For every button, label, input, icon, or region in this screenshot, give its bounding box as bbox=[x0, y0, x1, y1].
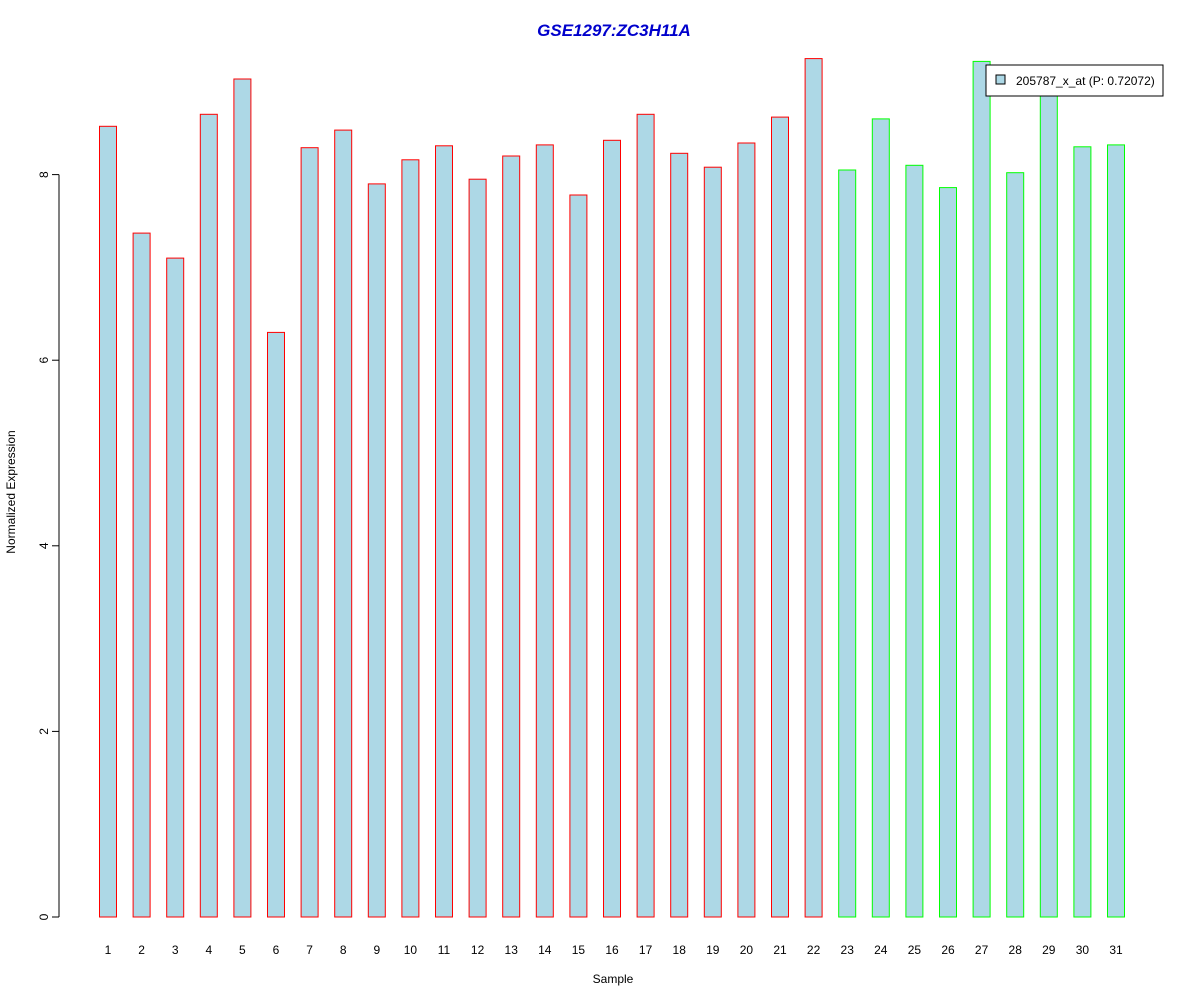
x-tick-label: 7 bbox=[306, 943, 313, 957]
x-tick-label: 2 bbox=[138, 943, 145, 957]
x-tick-label: 6 bbox=[273, 943, 280, 957]
x-tick-label: 5 bbox=[239, 943, 246, 957]
x-tick-label: 28 bbox=[1009, 943, 1023, 957]
bar-sample-6 bbox=[267, 331, 285, 918]
x-tick-label: 24 bbox=[874, 943, 888, 957]
legend-swatch bbox=[995, 74, 1006, 85]
legend-label: 205787_x_at (P: 0.72072) bbox=[1016, 74, 1155, 88]
bar-sample-8 bbox=[334, 129, 353, 918]
x-tick-label: 17 bbox=[639, 943, 653, 957]
bar-sample-20 bbox=[737, 142, 756, 918]
x-tick-label: 1 bbox=[105, 943, 112, 957]
x-tick-label: 25 bbox=[908, 943, 922, 957]
x-tick-label: 29 bbox=[1042, 943, 1056, 957]
x-tick-label: 30 bbox=[1076, 943, 1090, 957]
bar-sample-28 bbox=[1006, 172, 1025, 918]
bar-sample-21 bbox=[771, 116, 789, 918]
legend: 205787_x_at (P: 0.72072) bbox=[985, 64, 1164, 97]
bar-sample-11 bbox=[435, 145, 453, 918]
bar-sample-27 bbox=[972, 60, 991, 918]
x-tick-label: 22 bbox=[807, 943, 821, 957]
x-axis: 1 2 3 4 5 6 7 8 9 10 11 12 13 14 15 16 17 18 19 20 21 22 23 24 2… bbox=[105, 943, 1123, 957]
legend-box bbox=[985, 64, 1164, 97]
y-tick-label: 0 bbox=[37, 913, 51, 920]
chart-title: GSE1297:ZC3H11A bbox=[537, 21, 691, 40]
bar-sample-9 bbox=[367, 183, 386, 918]
bar-sample-14 bbox=[535, 144, 554, 918]
x-tick-label: 15 bbox=[572, 943, 586, 957]
bar-sample-12 bbox=[468, 178, 487, 918]
bar-sample-2 bbox=[132, 232, 151, 918]
bar-sample-26 bbox=[939, 187, 957, 918]
x-tick-label: 20 bbox=[740, 943, 754, 957]
bar-sample-24 bbox=[871, 118, 890, 918]
x-tick-label: 23 bbox=[841, 943, 855, 957]
bar-sample-3 bbox=[166, 257, 185, 918]
bar-sample-10 bbox=[401, 159, 420, 918]
bar-sample-19 bbox=[703, 166, 722, 918]
x-tick-label: 27 bbox=[975, 943, 989, 957]
bar-sample-31 bbox=[1107, 144, 1125, 918]
x-tick-label: 18 bbox=[673, 943, 687, 957]
x-tick-label: 21 bbox=[773, 943, 787, 957]
bar-sample-22 bbox=[804, 58, 823, 918]
bar-series bbox=[99, 58, 1125, 918]
bar-sample-23 bbox=[838, 169, 857, 918]
x-tick-label: 16 bbox=[605, 943, 619, 957]
bar-sample-30 bbox=[1073, 146, 1092, 918]
y-axis-title: Normalized Expression bbox=[4, 430, 18, 553]
x-tick-label: 11 bbox=[438, 943, 451, 957]
y-tick-label: 8 bbox=[37, 171, 51, 178]
y-tick-label: 4 bbox=[37, 542, 51, 549]
x-tick-label: 19 bbox=[706, 943, 720, 957]
bar-sample-25 bbox=[905, 164, 924, 918]
bar-sample-13 bbox=[502, 155, 521, 918]
x-tick-label: 4 bbox=[205, 943, 212, 957]
bar-sample-17 bbox=[636, 113, 655, 918]
y-tick-label: 2 bbox=[37, 728, 51, 735]
x-tick-label: 8 bbox=[340, 943, 347, 957]
x-tick-label: 31 bbox=[1109, 943, 1123, 957]
y-axis: 0 2 4 6 8 bbox=[37, 171, 60, 920]
x-tick-label: 26 bbox=[941, 943, 955, 957]
x-tick-label: 10 bbox=[404, 943, 418, 957]
x-tick-label: 13 bbox=[505, 943, 519, 957]
bar-sample-16 bbox=[603, 139, 621, 918]
bar-sample-5 bbox=[233, 78, 252, 918]
y-tick-label: 6 bbox=[37, 357, 51, 364]
x-tick-label: 12 bbox=[471, 943, 485, 957]
bar-sample-4 bbox=[199, 113, 218, 918]
bar-sample-1 bbox=[99, 125, 117, 918]
x-axis-title: Sample bbox=[593, 972, 634, 986]
x-tick-label: 3 bbox=[172, 943, 179, 957]
bar-sample-18 bbox=[670, 152, 689, 918]
bar-sample-29 bbox=[1039, 90, 1058, 918]
bar-sample-7 bbox=[300, 147, 319, 918]
x-tick-label: 14 bbox=[538, 943, 552, 957]
bar-sample-15 bbox=[569, 194, 588, 918]
x-tick-label: 9 bbox=[373, 943, 380, 957]
